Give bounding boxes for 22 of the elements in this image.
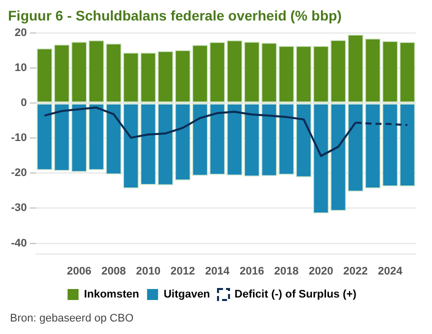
- y-tick-label: 0: [20, 96, 27, 109]
- x-tick-label: 2010: [136, 265, 160, 278]
- x-tick-label: 2018: [274, 265, 299, 278]
- x-tick-label: 2024: [378, 265, 404, 278]
- y-tick-label: -10: [10, 132, 27, 144]
- x-tick-label: 2012: [170, 265, 195, 278]
- y-tick-label: -30: [10, 202, 27, 214]
- legend-label: Uitgaven: [164, 288, 210, 301]
- x-tick-label: 2006: [66, 265, 92, 278]
- x-tick-label: 2016: [240, 265, 264, 278]
- legend-label: Inkomsten: [84, 288, 140, 301]
- y-tick-label: -20: [10, 167, 27, 180]
- y-tick-label: -40: [10, 237, 27, 250]
- y-tick-label: 10: [14, 62, 27, 74]
- x-tick-label: 2020: [308, 265, 334, 278]
- y-tick-label: 20: [14, 26, 27, 39]
- x-tick-label: 2014: [205, 265, 230, 278]
- chart-title: Figuur 6 - Schuldbalans federale overheid (% bbp): [8, 7, 342, 24]
- x-tick-label: 2022: [343, 265, 368, 278]
- legend-label: Deficit (-) of Surplus (+): [234, 288, 357, 301]
- x-tick-label: 2008: [101, 265, 126, 278]
- text: Bron: gebaseerd op CBO: [10, 312, 134, 325]
